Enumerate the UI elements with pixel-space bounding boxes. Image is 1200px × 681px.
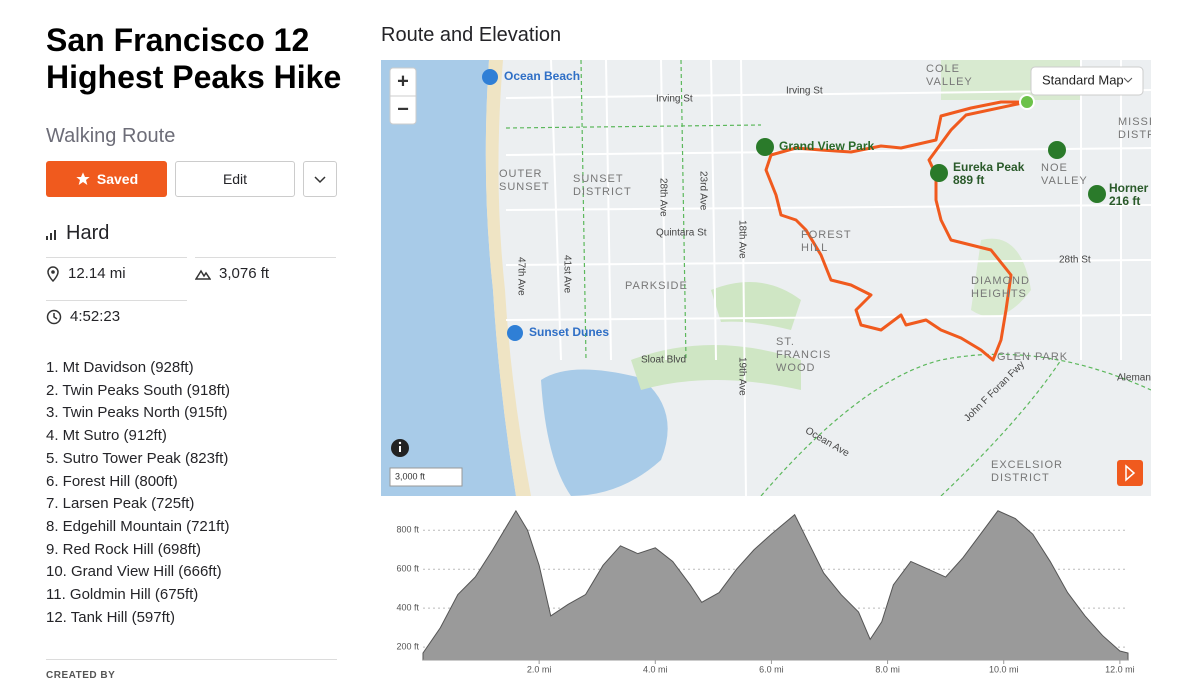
map-label: DISTR: [1118, 129, 1151, 141]
route-type: Walking Route: [46, 125, 176, 147]
map-label: 889 ft: [953, 173, 984, 187]
route-title: San Francisco 12 Highest Peaks Hike: [46, 22, 342, 95]
peak-item: 7. Larsen Peak (725ft): [46, 495, 195, 513]
x-tick-label: 10.0 mi: [989, 664, 1019, 674]
x-tick-label: 12.0 mi: [1105, 664, 1135, 674]
y-tick-label: 400 ft: [396, 603, 419, 613]
map-label: 28th St: [1059, 255, 1091, 266]
map-label: Horner: [1109, 181, 1149, 195]
map[interactable]: + − Standard Map 3,000 ft Ocean Beach Irving …: [381, 60, 1151, 496]
mountain-icon: [195, 269, 211, 280]
section-title: Route and Elevation: [381, 24, 562, 46]
map-label: MISSI: [1118, 116, 1151, 128]
map-label: DISTRICT: [573, 186, 632, 198]
map-label: FRANCIS: [776, 349, 831, 361]
elevation-stat: 3,076 ft: [195, 265, 269, 282]
peak-list: 1. Mt Davidson (928ft) 2. Twin Peaks Sout…: [46, 357, 230, 629]
peak-item: 4. Mt Sutro (912ft): [46, 427, 167, 445]
map-label: GLEN PARK: [997, 351, 1068, 363]
map-label: 216 ft: [1109, 194, 1140, 208]
peak-item: 2. Twin Peaks South (918ft): [46, 381, 230, 399]
divider: [46, 659, 337, 660]
map-label: HEIGHTS: [971, 288, 1027, 300]
map-label: EXCELSIOR: [991, 459, 1063, 471]
difficulty-label: Hard: [66, 222, 110, 244]
peak-item: 12. Tank Hill (597ft): [46, 608, 175, 626]
map-scale: 3,000 ft: [395, 471, 426, 481]
zoom-out[interactable]: −: [397, 98, 409, 120]
map-label: 47th Ave: [515, 257, 526, 296]
map-label: OUTER: [499, 168, 543, 180]
map-label: ST.: [776, 336, 795, 348]
peak-item: 6. Forest Hill (800ft): [46, 472, 178, 490]
edit-label: Edit: [222, 171, 248, 187]
map-label: SUNSET: [573, 173, 624, 185]
map-label: Eureka Peak: [953, 160, 1025, 174]
map-label: COLE: [926, 63, 960, 75]
more-button[interactable]: [303, 161, 337, 197]
x-tick-label: 4.0 mi: [643, 664, 668, 674]
map-label: 28th Ave: [657, 178, 668, 217]
edit-button[interactable]: Edit: [175, 161, 295, 197]
star-icon: [76, 172, 90, 185]
map-label: Grand View Park: [779, 139, 874, 153]
created-by: CREATED BY: [46, 670, 116, 681]
chevron: [314, 176, 326, 184]
elevation-gain: 3,076 ft: [219, 265, 270, 282]
map-label: 23rd Ave: [697, 171, 708, 211]
zoom-in[interactable]: +: [397, 70, 409, 92]
x-tick-label: 8.0 mi: [875, 664, 900, 674]
map-label: 19th Ave: [736, 357, 747, 396]
map-label: FOREST: [801, 229, 852, 241]
difficulty: Hard: [46, 222, 109, 245]
map-label: Sloat Blvd: [641, 355, 686, 366]
elevation-chart: 200 ft 400 ft 600 ft 800 ft 2.0 mi 4.0 mi 6.0 …: [396, 509, 1135, 674]
map-label: Alemany B: [1117, 373, 1151, 384]
divider: [46, 300, 187, 301]
distance: 12.14 mi: [68, 265, 126, 282]
clock-icon: [46, 309, 62, 324]
map-label: HILL: [801, 242, 828, 254]
map-label: WOOD: [776, 362, 815, 374]
x-tick-label: 2.0 mi: [527, 664, 552, 674]
x-tick-label: 6.0 mi: [759, 664, 784, 674]
map-label: 18th Ave: [736, 220, 747, 259]
difficulty-icon: [46, 229, 56, 240]
map-style[interactable]: Standard Map: [1042, 72, 1124, 87]
time: 4:52:23: [70, 308, 121, 325]
map-label: Ocean Beach: [504, 69, 580, 83]
peak-item: 11. Goldmin Hill (675ft): [46, 586, 199, 604]
map-label: DIAMOND: [971, 275, 1030, 287]
saved-label: Saved: [96, 171, 139, 187]
map-label: VALLEY: [926, 76, 973, 88]
map-label: NOE: [1041, 162, 1068, 174]
peak-item: 9. Red Rock Hill (698ft): [46, 540, 202, 558]
distance-stat: 12.14 mi: [46, 265, 126, 282]
peak-item: 3. Twin Peaks North (915ft): [46, 404, 228, 422]
peak-item: 10. Grand View Hill (666ft): [46, 563, 222, 581]
saved-button[interactable]: Saved: [46, 161, 167, 197]
map-label: 41st Ave: [561, 255, 572, 294]
map-label: Quintara St: [656, 228, 707, 239]
map-label: Irving St: [656, 94, 693, 105]
map-label: PARKSIDE: [625, 280, 688, 292]
map-label: SUNSET: [499, 181, 550, 193]
time-stat: 4:52:23: [46, 308, 120, 325]
divider: [46, 257, 187, 258]
map-label: Irving St: [786, 86, 823, 97]
y-tick-label: 600 ft: [396, 564, 419, 574]
pin-icon: [47, 265, 59, 282]
peak-item: 5. Sutro Tower Peak (823ft): [46, 449, 229, 467]
map-label: VALLEY: [1041, 175, 1088, 187]
peak-item: 8. Edgehill Mountain (721ft): [46, 517, 230, 535]
map-label: DISTRICT: [991, 472, 1050, 484]
y-tick-label: 800 ft: [396, 525, 419, 535]
map-label: Sunset Dunes: [529, 325, 609, 339]
peak-item: 1. Mt Davidson (928ft): [46, 359, 194, 376]
elevation-area: [422, 509, 1129, 661]
divider: [195, 257, 336, 258]
y-tick-label: 200 ft: [396, 642, 419, 652]
